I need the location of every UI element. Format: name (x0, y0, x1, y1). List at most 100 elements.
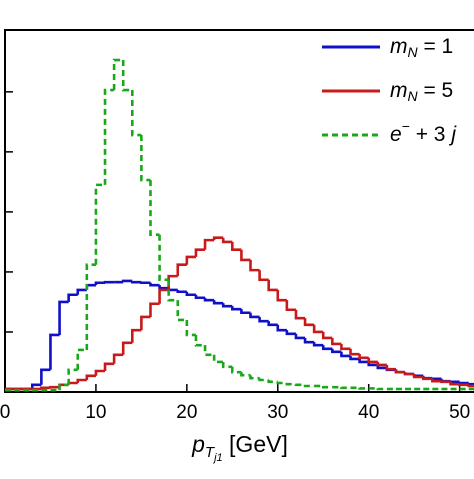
histogram-step (240, 372, 251, 377)
histogram-step (331, 348, 342, 354)
histogram-step (176, 300, 187, 322)
histogram-step (158, 285, 169, 290)
histogram-step (431, 377, 442, 381)
histogram-step (231, 306, 242, 311)
x-axis-label: pTj1 [GeV] (191, 431, 288, 464)
histogram-step (431, 378, 442, 383)
histogram-step (49, 385, 60, 389)
histogram-step (112, 353, 124, 364)
histogram-step (321, 331, 333, 340)
histogram-step (94, 183, 106, 265)
histogram-step (303, 337, 315, 344)
legend-label-part: e (390, 123, 402, 146)
histogram-step (458, 381, 469, 385)
histogram-step (258, 316, 269, 323)
histogram-step (76, 348, 87, 370)
histogram-step (149, 180, 160, 237)
histogram-step (130, 90, 142, 137)
histogram-step (176, 263, 187, 277)
histogram-step (358, 354, 369, 360)
legend-label: mN = 5 (390, 79, 453, 104)
axes-frame (4, 29, 474, 393)
histogram-step (194, 294, 206, 300)
histogram-step (385, 364, 396, 371)
x-label-p: p (191, 431, 205, 457)
series (5, 58, 474, 392)
histogram-step (76, 288, 87, 295)
histogram-step (231, 366, 242, 374)
legend: mN = 1mN = 5e− + 3 j (322, 35, 457, 146)
histogram-step (258, 270, 269, 282)
histogram-step (240, 309, 251, 315)
x-tick-label: 40 (358, 402, 379, 423)
histogram-step (321, 385, 333, 389)
histogram-step (140, 281, 151, 285)
histogram-step (94, 281, 106, 286)
x-tick-label: 0 (0, 402, 10, 423)
histogram-step (285, 330, 296, 336)
histogram-step (140, 315, 151, 331)
histogram-step (221, 303, 233, 308)
histogram-step (276, 381, 287, 385)
histogram-step (30, 383, 42, 389)
histogram-step (240, 249, 251, 262)
histogram-step (421, 376, 433, 381)
legend-label-part: = 1 (418, 35, 454, 58)
histogram-step (149, 302, 160, 317)
histogram-step (40, 368, 51, 385)
histogram-step (349, 355, 360, 361)
histogram-step (349, 348, 360, 356)
histogram-step (249, 312, 260, 319)
histogram-step (358, 358, 369, 364)
histogram-step (121, 341, 133, 355)
histogram-step (67, 293, 78, 302)
histogram-step (158, 234, 169, 282)
histogram-step (249, 375, 260, 380)
histogram-step (67, 368, 78, 385)
histogram-step (312, 342, 324, 347)
histogram-step (130, 328, 142, 343)
histogram-step (440, 380, 451, 384)
histogram-step (58, 300, 69, 335)
histogram-step (449, 381, 460, 386)
histogram-step (140, 135, 151, 182)
histogram-step (149, 282, 160, 287)
histogram-step (194, 334, 206, 347)
histogram-step (449, 380, 460, 384)
histogram-step (112, 58, 124, 91)
histogram-step (167, 279, 178, 302)
histogram-step (85, 263, 96, 350)
histogram-step (130, 280, 142, 284)
histogram-step (103, 88, 115, 185)
x-tick-label: 20 (176, 402, 197, 423)
histogram-step (203, 345, 215, 357)
x-tick-label: 30 (267, 402, 288, 423)
histogram-step (94, 369, 106, 376)
legend-label-part: − (402, 118, 410, 134)
legend-label-part: N (408, 44, 419, 60)
histogram-step (303, 384, 315, 388)
histogram-step (158, 288, 169, 304)
histogram-step (276, 289, 287, 302)
histogram-step (203, 297, 215, 302)
histogram-step (212, 236, 224, 241)
histogram-step (412, 373, 424, 379)
histogram-step (185, 291, 196, 297)
legend-label-part: j (448, 123, 457, 146)
histogram-step (340, 386, 351, 390)
x-label-unit: [GeV] (223, 431, 288, 457)
x-label-subsub: j1 (212, 452, 223, 464)
histogram-step (185, 255, 196, 265)
histogram-step (185, 319, 196, 337)
histogram-step (121, 60, 133, 92)
histogram-step (221, 237, 233, 244)
legend-label-part: m (390, 35, 408, 58)
legend-label: e− + 3 j (390, 118, 457, 146)
legend-label-part: N (408, 88, 419, 104)
histogram-step (340, 351, 351, 358)
histogram-step (76, 378, 87, 383)
plot-area: 0 10 20 30 40 50 (0, 29, 474, 423)
legend-label-part: = 5 (418, 79, 454, 102)
legend-label-part: m (390, 79, 408, 102)
